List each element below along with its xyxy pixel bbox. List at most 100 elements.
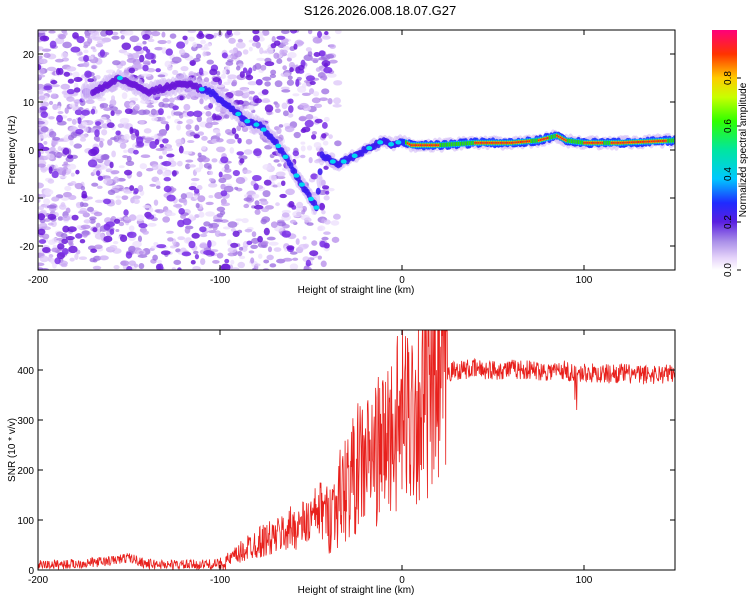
- noise-blob: [248, 39, 254, 43]
- noise-blob: [146, 104, 155, 108]
- cyan-spot: [198, 87, 205, 92]
- purple-blob: [145, 214, 155, 220]
- noise-blob: [151, 164, 159, 171]
- purple-blob: [161, 160, 172, 167]
- purple-blob: [234, 133, 239, 140]
- noise-blob: [273, 159, 280, 163]
- noise-blob: [267, 246, 273, 253]
- purple-blob: [255, 78, 263, 86]
- noise-blob: [60, 233, 68, 239]
- noise-blob: [190, 182, 198, 187]
- noise-blob: [235, 41, 246, 49]
- noise-blob: [121, 30, 129, 36]
- noise-blob: [323, 195, 330, 201]
- cyan-spot: [308, 196, 314, 202]
- band-green: [579, 140, 582, 145]
- noise-blob: [117, 139, 128, 144]
- band-red: [488, 141, 491, 144]
- purple-blob: [239, 158, 245, 164]
- noise-blob: [251, 193, 260, 199]
- noise-blob: [94, 199, 104, 204]
- noise-blob: [150, 99, 159, 104]
- noise-blob: [38, 198, 41, 203]
- noise-blob: [205, 110, 212, 117]
- snr-xtick-label: -100: [210, 575, 230, 586]
- noise-blob: [199, 243, 208, 249]
- noise-blob: [187, 140, 195, 144]
- band-green: [574, 139, 576, 144]
- noise-blob: [154, 209, 161, 213]
- band-green: [572, 139, 574, 144]
- noise-blob: [182, 150, 193, 155]
- purple-blob: [43, 85, 53, 91]
- noise-blob: [146, 68, 156, 73]
- noise-blob: [207, 230, 217, 234]
- noise-blob: [308, 156, 313, 164]
- noise-blob: [214, 230, 221, 237]
- noise-blob: [248, 90, 255, 95]
- snr-ytick-label: 100: [17, 516, 34, 527]
- band-green: [530, 139, 533, 144]
- noise-blob: [323, 219, 331, 225]
- noise-blob: [242, 169, 252, 174]
- band-red: [485, 141, 487, 144]
- noise-blob: [317, 255, 322, 260]
- noise-blob: [270, 221, 278, 229]
- noise-blob: [223, 114, 230, 119]
- noise-blob: [222, 69, 227, 75]
- purple-blob: [257, 235, 263, 243]
- noise-blob: [57, 111, 64, 115]
- noise-blob: [227, 74, 238, 80]
- noise-blob: [138, 263, 145, 270]
- noise-blob: [133, 198, 140, 204]
- band-red: [599, 141, 602, 144]
- colorbar-tick-label: 0.2: [723, 215, 734, 229]
- purple-blob: [138, 222, 148, 229]
- spectrogram-ytick-label: 10: [23, 98, 35, 109]
- band-red: [557, 135, 560, 138]
- noise-blob: [48, 100, 54, 106]
- noise-blob: [322, 140, 329, 146]
- noise-blob: [280, 86, 290, 91]
- noise-blob: [258, 253, 263, 259]
- noise-blob: [179, 48, 186, 56]
- purple-blob: [92, 227, 98, 233]
- noise-blob: [205, 122, 213, 129]
- noise-blob: [153, 199, 159, 206]
- noise-blob: [164, 147, 174, 152]
- band-green: [672, 138, 674, 143]
- band-red: [643, 140, 645, 143]
- cyan-spot: [340, 159, 347, 164]
- noise-blob: [142, 205, 151, 209]
- noise-blob: [197, 195, 206, 203]
- noise-blob: [281, 102, 288, 110]
- purple-blob: [172, 105, 179, 111]
- band-red: [588, 141, 591, 144]
- purple-blob: [230, 242, 239, 248]
- purple-blob: [71, 214, 79, 221]
- noise-blob: [48, 116, 55, 120]
- noise-blob: [105, 167, 113, 172]
- noise-blob: [38, 74, 46, 78]
- noise-blob: [151, 117, 158, 122]
- noise-blob: [64, 185, 72, 191]
- band-red: [623, 141, 625, 144]
- noise-blob: [52, 103, 59, 111]
- noise-blob: [82, 233, 88, 238]
- noise-blob: [213, 219, 224, 223]
- noise-blob: [266, 254, 274, 261]
- noise-blob: [72, 71, 80, 79]
- band-green: [452, 142, 454, 147]
- noise-blob: [103, 178, 114, 185]
- noise-blob: [289, 263, 299, 270]
- noise-blob: [201, 135, 208, 141]
- noise-blob: [188, 70, 195, 77]
- band-red: [506, 141, 509, 144]
- purple-blob: [79, 239, 86, 244]
- band-green: [454, 142, 456, 147]
- purple-blob: [90, 248, 98, 253]
- noise-blob: [203, 77, 210, 83]
- noise-blob: [243, 203, 250, 209]
- band-red: [545, 137, 547, 140]
